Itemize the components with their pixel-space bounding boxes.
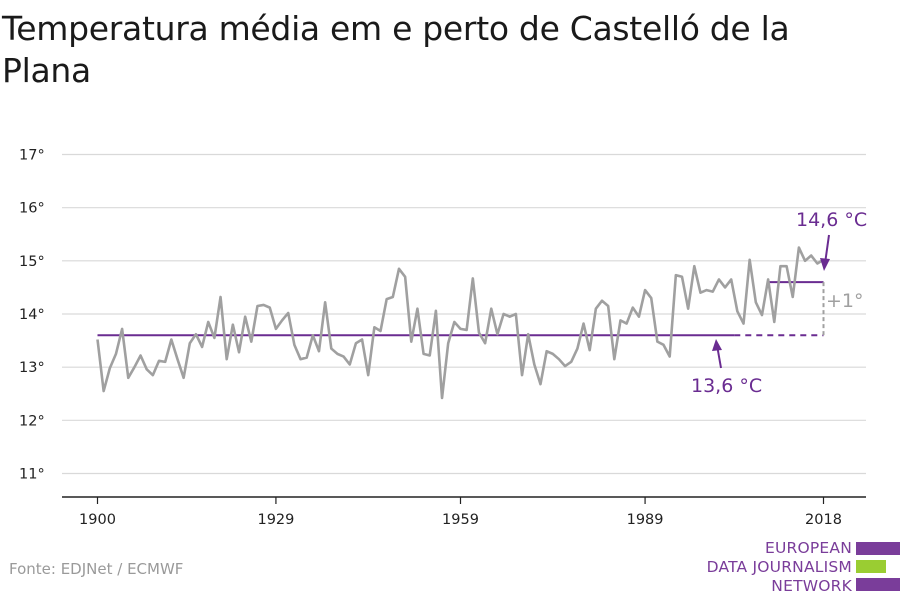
label-recent-value: 14,6 °C	[796, 209, 867, 231]
y-tick-label-16: 16°	[19, 201, 45, 217]
logo-bar-green-middle	[856, 560, 886, 573]
arrow-recent-shaft	[824, 234, 830, 261]
source-credit: Fonte: EDJNet / ECMWF	[9, 560, 184, 578]
y-tick-label-15: 15°	[19, 254, 45, 270]
chart-title: Temperatura média em e perto de Castelló…	[2, 9, 790, 90]
series-line-temperature	[96, 246, 825, 400]
label-baseline-value: 13,6 °C	[691, 375, 762, 397]
y-axis-tick-labels: 11° 12° 13° 14° 15° 16° 17°	[19, 148, 45, 483]
annotations: 13,6 °C 14,6 °C +1°	[691, 209, 867, 397]
y-tick-label-12: 12°	[19, 413, 45, 429]
logo-text-network: NETWORK	[771, 577, 852, 595]
arrow-baseline-head	[712, 339, 722, 351]
logo-text-data-journalism: DATA JOURNALISM	[706, 558, 852, 576]
arrow-baseline-shaft	[716, 347, 722, 369]
x-tick-label-1959: 1959	[442, 512, 479, 528]
grid-lines	[62, 153, 866, 475]
logo-text-european: EUROPEAN	[764, 539, 852, 557]
x-tick-label-1929: 1929	[257, 512, 294, 528]
series-group	[96, 246, 825, 400]
x-tick-label-1989: 1989	[627, 512, 664, 528]
y-tick-label-17: 17°	[19, 148, 45, 164]
y-tick-label-14: 14°	[19, 307, 45, 323]
logo-bar-purple-bottom	[856, 578, 900, 591]
logo-bar-purple-top	[856, 542, 900, 555]
y-tick-label-11: 11°	[19, 467, 45, 483]
x-tick-label-1900: 1900	[79, 512, 116, 528]
edjnet-logo: EUROPEAN DATA JOURNALISM NETWORK	[700, 538, 900, 598]
y-tick-label-13: 13°	[19, 360, 45, 376]
arrow-recent-head	[820, 258, 830, 271]
reference-lines	[97, 281, 825, 337]
label-difference: +1°	[826, 290, 864, 312]
x-axis: 1900 1929 1959 1989 2018	[62, 496, 866, 528]
x-tick-label-2018: 2018	[805, 512, 842, 528]
